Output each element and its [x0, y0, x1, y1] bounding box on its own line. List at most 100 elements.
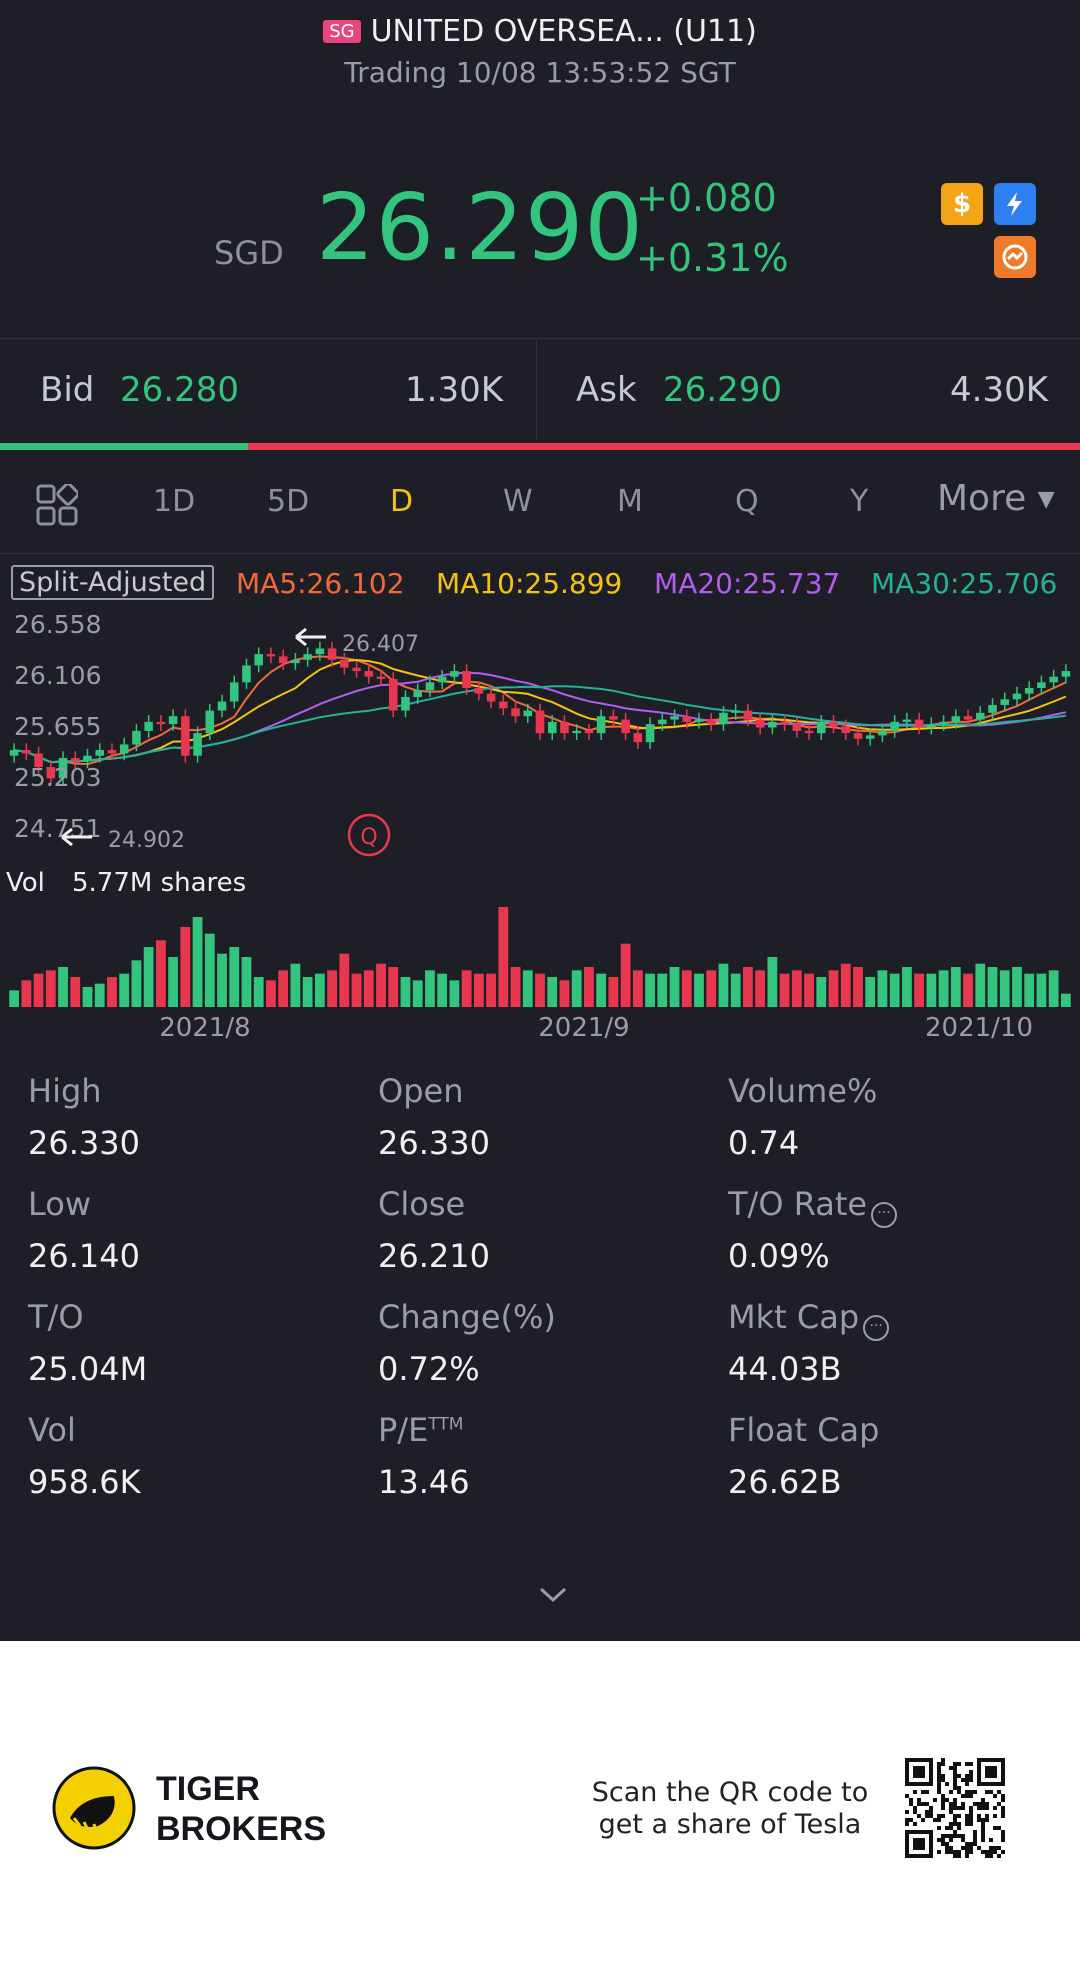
candle: [450, 671, 459, 677]
volume-bar: [94, 983, 105, 1007]
candle: [939, 721, 948, 725]
volume-bar: [730, 973, 741, 1007]
ask-price: 26.290: [663, 370, 782, 410]
event-marker[interactable]: [347, 813, 391, 857]
volume-bar: [107, 977, 117, 1007]
volume-bar: [192, 917, 203, 1007]
candle: [303, 654, 312, 660]
volume-bar: [645, 973, 655, 1007]
ma10-label: MA10:25.899: [436, 567, 623, 600]
last-price: 26.290: [316, 174, 644, 281]
divider: [0, 553, 1080, 554]
volume-bar: [694, 973, 704, 1007]
qr-code[interactable]: [905, 1758, 1005, 1858]
tab-y[interactable]: Y: [850, 484, 869, 519]
info-icon[interactable]: ···: [871, 1202, 898, 1228]
candle: [621, 719, 630, 734]
tab-5d[interactable]: 5D: [267, 484, 310, 519]
candle: [535, 710, 545, 734]
candle: [682, 716, 692, 722]
ma30-label: MA30:25.706: [871, 567, 1058, 600]
split-adjusted-toggle[interactable]: Split-Adjusted: [11, 565, 215, 600]
volume-bar: [461, 970, 472, 1007]
tab-more[interactable]: More ▼: [937, 478, 1055, 519]
y-tick: 24.751: [14, 814, 101, 843]
candle: [1061, 671, 1071, 677]
candle: [95, 750, 105, 756]
stat-label-high: High: [28, 1072, 102, 1110]
chart-badge-icon[interactable]: [994, 236, 1036, 278]
bid-ask-panel: Bid 26.280 1.30K Ask 26.290 4.30K: [0, 340, 1080, 445]
volume-bar: [510, 967, 521, 1007]
volume-bar: [535, 973, 545, 1007]
tab-1d[interactable]: 1D: [153, 484, 196, 519]
candle: [413, 690, 422, 698]
info-icon[interactable]: ···: [863, 1315, 890, 1341]
candle: [780, 721, 789, 725]
candle: [817, 721, 826, 734]
layout-grid-icon[interactable]: [36, 484, 78, 526]
volume-bar: [620, 943, 631, 1007]
candle: [743, 710, 753, 720]
chevron-down-icon[interactable]: [538, 1585, 568, 1605]
candle: [523, 710, 533, 717]
lightning-icon[interactable]: [994, 183, 1036, 225]
stat-label-mkt-cap[interactable]: Mkt Cap ···: [728, 1298, 890, 1341]
candle: [132, 730, 141, 745]
volume-bar: [400, 977, 411, 1007]
ma5-label: MA5:26.102: [236, 567, 405, 600]
volume-bar: [828, 970, 839, 1007]
price-change: +0.080: [636, 176, 777, 220]
volume-bar: [119, 973, 130, 1007]
x-label: 2021/9: [538, 1013, 629, 1043]
volume-bar: [21, 980, 32, 1007]
high-annotation: 26.407: [342, 632, 419, 657]
candle: [975, 712, 985, 720]
ask-label: Ask: [576, 370, 637, 410]
stat-label-to-rate[interactable]: T/O Rate ···: [728, 1185, 898, 1228]
dollar-icon[interactable]: $: [941, 183, 983, 225]
candle: [988, 704, 997, 713]
candle: [1037, 682, 1046, 688]
candle: [315, 648, 325, 655]
trading-status: Trading 10/08 13:53:52 SGT: [344, 56, 736, 89]
candle: [547, 721, 557, 734]
arrow-left-icon: [295, 627, 326, 647]
volume-bar: [584, 967, 594, 1007]
divider: [536, 340, 537, 440]
tab-q[interactable]: Q: [735, 484, 759, 519]
stat-label-open: Open: [378, 1072, 464, 1110]
bid-label: Bid: [40, 370, 95, 410]
caret-down-icon: ▼: [1037, 487, 1055, 512]
tab-m[interactable]: M: [617, 484, 643, 519]
candle: [706, 719, 716, 725]
candle: [437, 676, 447, 683]
candle: [792, 724, 802, 731]
stat-value-low: 26.140: [28, 1237, 140, 1275]
candle: [963, 716, 973, 720]
candle: [1024, 687, 1034, 694]
volume-value: 5.77M shares: [72, 868, 246, 898]
stat-label-change-pct: Change(%): [378, 1298, 556, 1336]
candle: [1012, 693, 1022, 700]
candle: [46, 767, 56, 779]
tab-d[interactable]: D: [390, 484, 414, 519]
candle: [83, 755, 92, 762]
pe-superscript: TTM: [428, 1414, 464, 1435]
candle: [499, 701, 508, 709]
tab-w[interactable]: W: [503, 484, 533, 519]
ma-legend: Split-Adjusted MA5:26.102 MA10:25.899 MA…: [0, 563, 1080, 603]
volume-bar: [363, 970, 374, 1007]
pe-label: P/E: [378, 1411, 429, 1449]
volume-bar: [987, 967, 998, 1007]
stock-title[interactable]: SG UNITED OVERSEA... (U11): [0, 14, 1080, 49]
volume-bar: [70, 977, 81, 1007]
candle: [951, 716, 961, 722]
candlestick-chart[interactable]: 26.558 26.106 25.655 25.203 24.751 26.40…: [0, 555, 1080, 1045]
candle: [902, 719, 912, 722]
bid-ratio-fill: [0, 443, 249, 450]
volume-bar: [229, 947, 240, 1007]
candle: [217, 701, 227, 711]
arrow-left-icon: [61, 827, 92, 847]
candle: [119, 744, 129, 754]
